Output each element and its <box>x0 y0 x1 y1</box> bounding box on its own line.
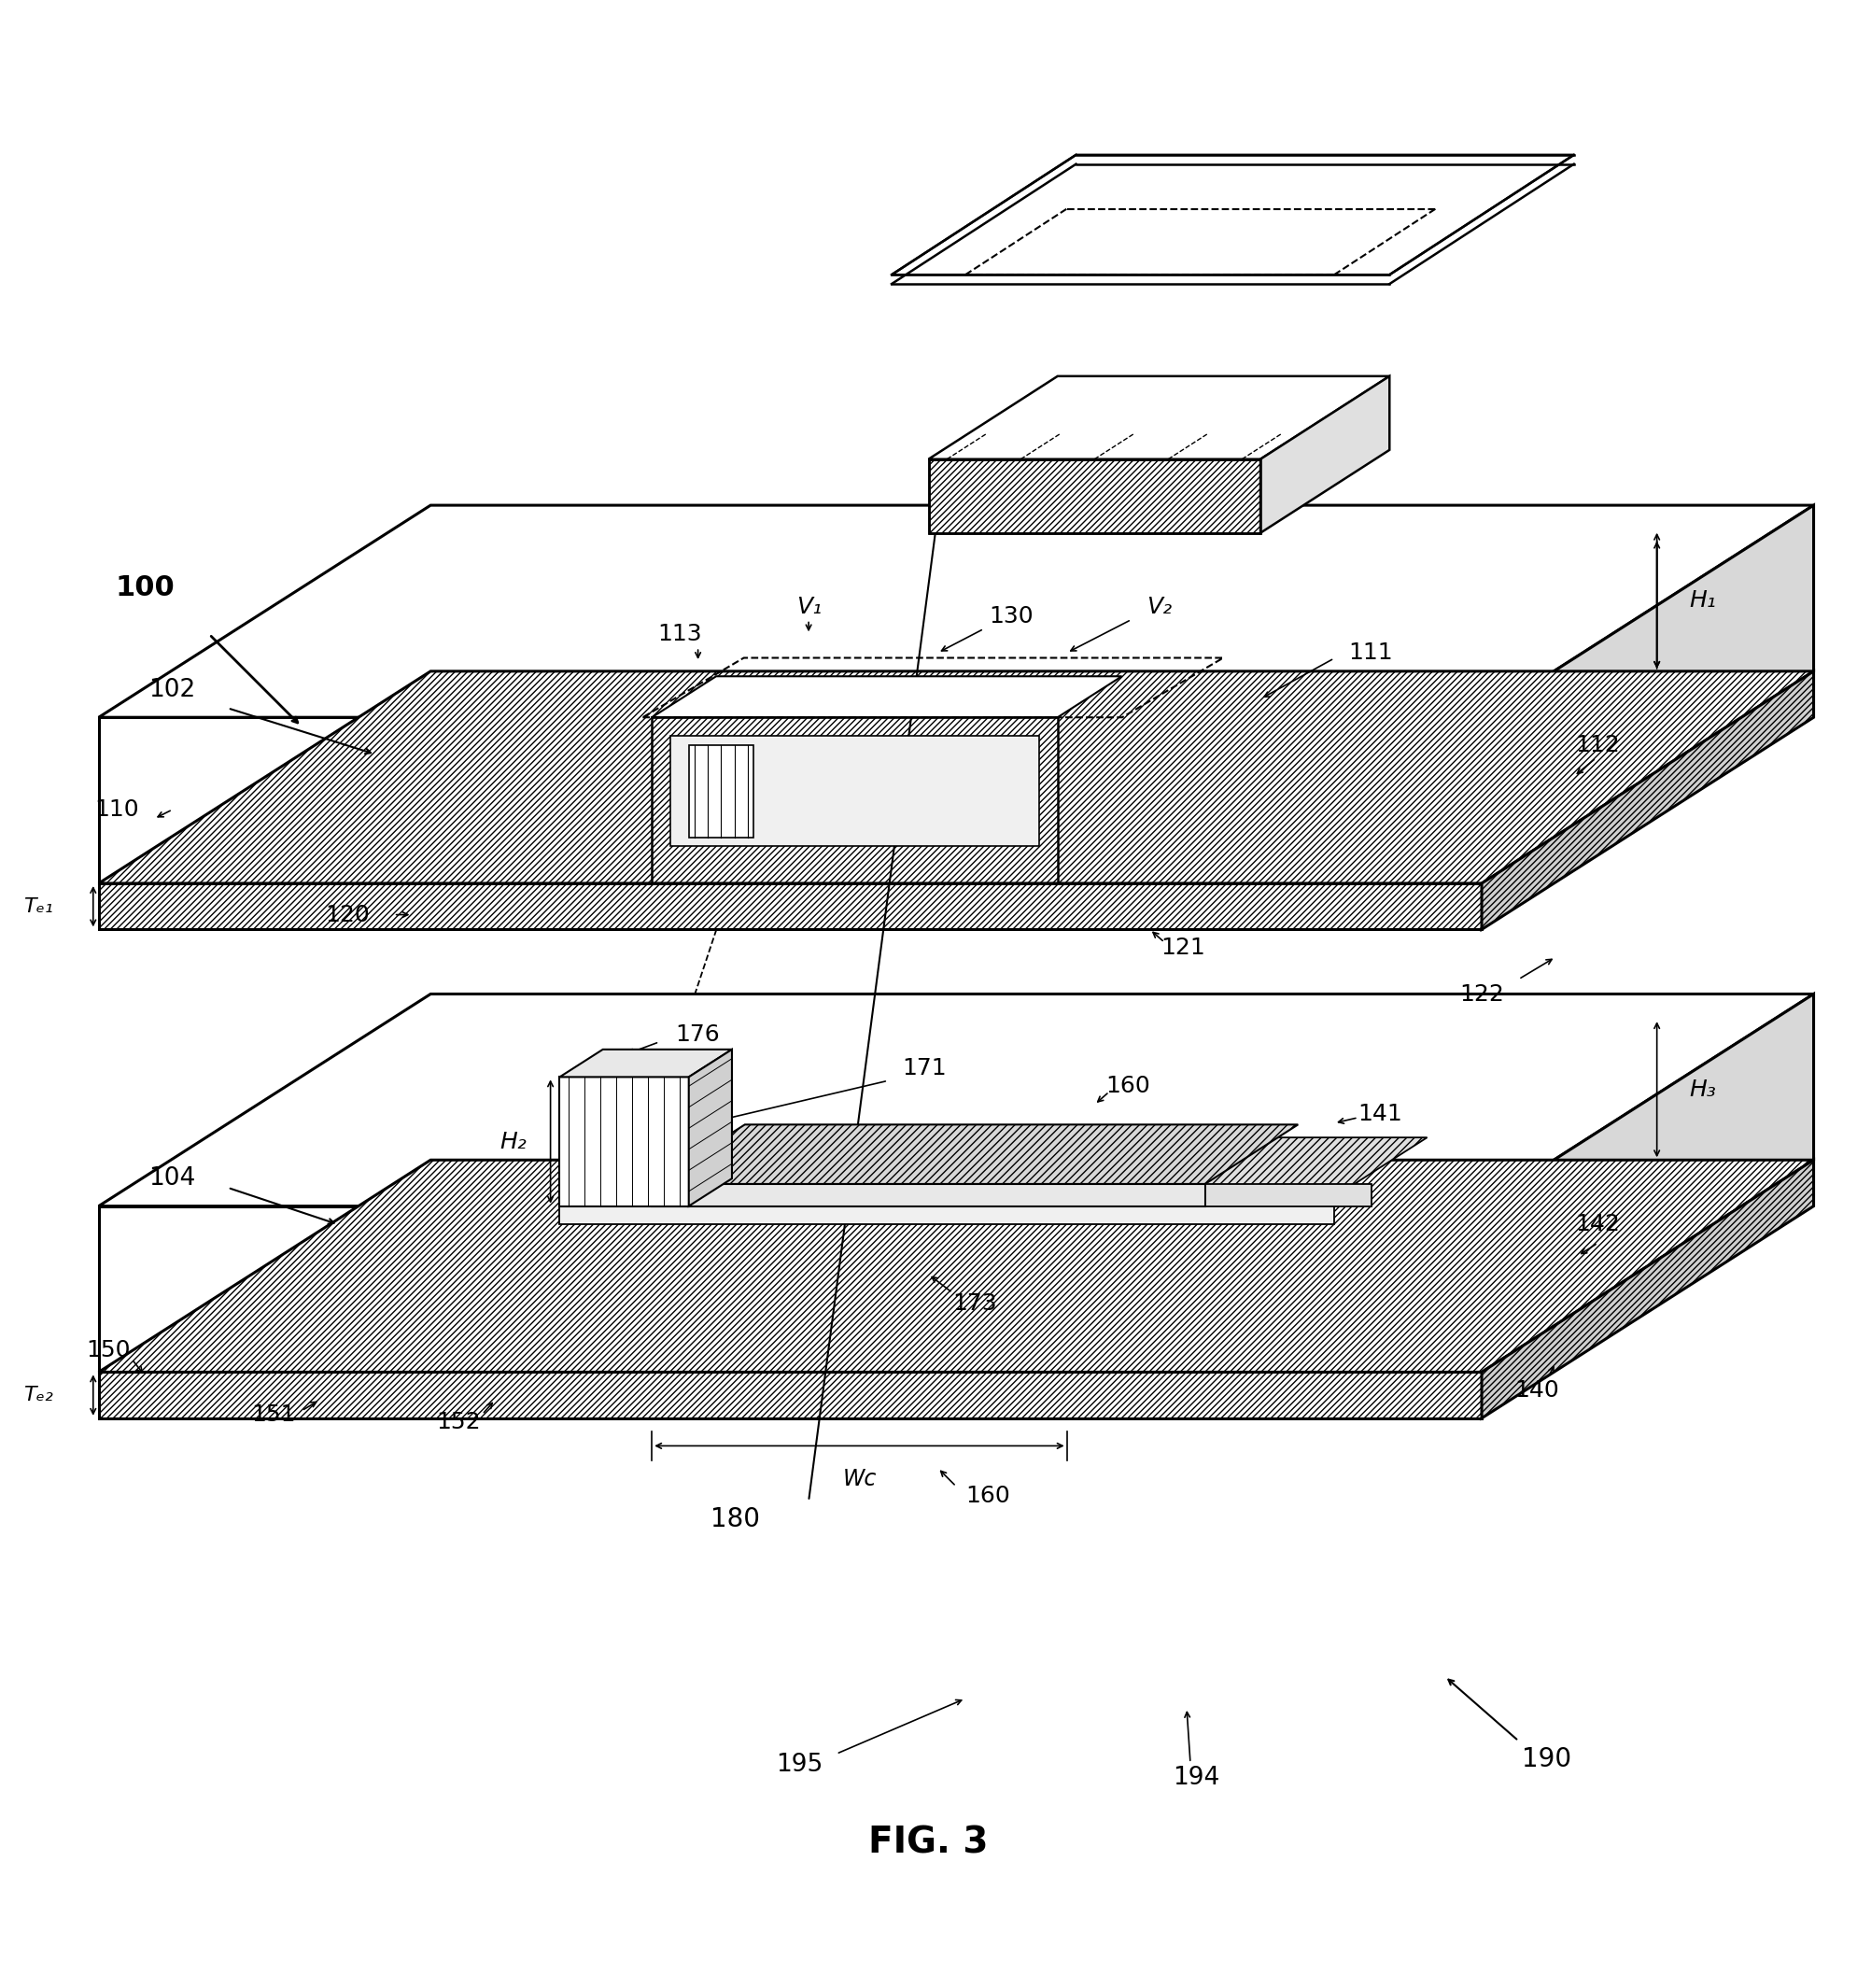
Text: 141: 141 <box>1357 1103 1402 1125</box>
Text: FIG. 3: FIG. 3 <box>869 1825 988 1861</box>
Polygon shape <box>98 1159 1814 1372</box>
Polygon shape <box>98 994 1814 1207</box>
Polygon shape <box>652 1185 1205 1207</box>
Polygon shape <box>670 736 1040 847</box>
Text: 122: 122 <box>1460 982 1504 1006</box>
Text: 121: 121 <box>1161 936 1205 958</box>
Text: 111: 111 <box>1348 642 1393 664</box>
Polygon shape <box>98 672 1814 883</box>
Text: 160: 160 <box>966 1485 1010 1507</box>
Text: 102: 102 <box>149 678 195 702</box>
Text: 130: 130 <box>990 604 1034 626</box>
Polygon shape <box>1482 505 1814 883</box>
Text: Wᴄ: Wᴄ <box>843 1467 877 1491</box>
Polygon shape <box>559 1197 1333 1225</box>
Polygon shape <box>98 505 1814 718</box>
Text: H₃: H₃ <box>1690 1077 1716 1101</box>
Text: 120: 120 <box>325 903 370 926</box>
Text: H₂: H₂ <box>500 1131 527 1153</box>
Text: 171: 171 <box>903 1056 947 1079</box>
Polygon shape <box>98 883 1482 930</box>
Text: 176: 176 <box>676 1024 721 1046</box>
Text: 160: 160 <box>1105 1076 1149 1097</box>
Text: 104: 104 <box>149 1167 195 1191</box>
Text: 170: 170 <box>639 1056 683 1079</box>
Text: 140: 140 <box>1515 1380 1560 1402</box>
Text: 113: 113 <box>657 622 702 646</box>
Polygon shape <box>1205 1185 1370 1207</box>
Text: Tₑ₁: Tₑ₁ <box>22 897 52 916</box>
Text: Tₑ₂: Tₑ₂ <box>22 1386 52 1404</box>
Text: 100: 100 <box>115 575 175 602</box>
Text: 110: 110 <box>95 799 139 821</box>
Text: 142: 142 <box>1575 1213 1619 1237</box>
Bar <box>689 746 754 837</box>
Polygon shape <box>928 376 1389 459</box>
Text: 173: 173 <box>953 1292 997 1314</box>
Text: 195: 195 <box>776 1753 823 1777</box>
Polygon shape <box>1482 1159 1814 1417</box>
Polygon shape <box>652 1125 1298 1185</box>
Text: 150: 150 <box>85 1338 130 1362</box>
Text: 190: 190 <box>1521 1745 1571 1773</box>
Polygon shape <box>559 1137 1428 1197</box>
Polygon shape <box>1482 672 1814 930</box>
Text: 194: 194 <box>1172 1765 1220 1789</box>
Polygon shape <box>1261 376 1389 533</box>
Polygon shape <box>689 1050 732 1207</box>
Text: V₁: V₁ <box>797 596 821 618</box>
Text: H₁: H₁ <box>1690 590 1716 612</box>
Polygon shape <box>891 155 1575 274</box>
Polygon shape <box>559 1050 732 1077</box>
Text: 152: 152 <box>436 1411 481 1433</box>
Text: 151: 151 <box>253 1404 295 1425</box>
Text: V₂: V₂ <box>1146 596 1172 618</box>
Text: Tᴄ: Tᴄ <box>1331 1183 1356 1207</box>
Text: 112: 112 <box>1575 734 1619 755</box>
Polygon shape <box>652 676 1122 718</box>
Polygon shape <box>98 718 1482 883</box>
Polygon shape <box>1482 994 1814 1372</box>
Polygon shape <box>559 1077 689 1207</box>
Text: 180: 180 <box>709 1507 760 1533</box>
Polygon shape <box>928 459 1261 533</box>
Polygon shape <box>98 1372 1482 1417</box>
Polygon shape <box>98 1207 1482 1372</box>
